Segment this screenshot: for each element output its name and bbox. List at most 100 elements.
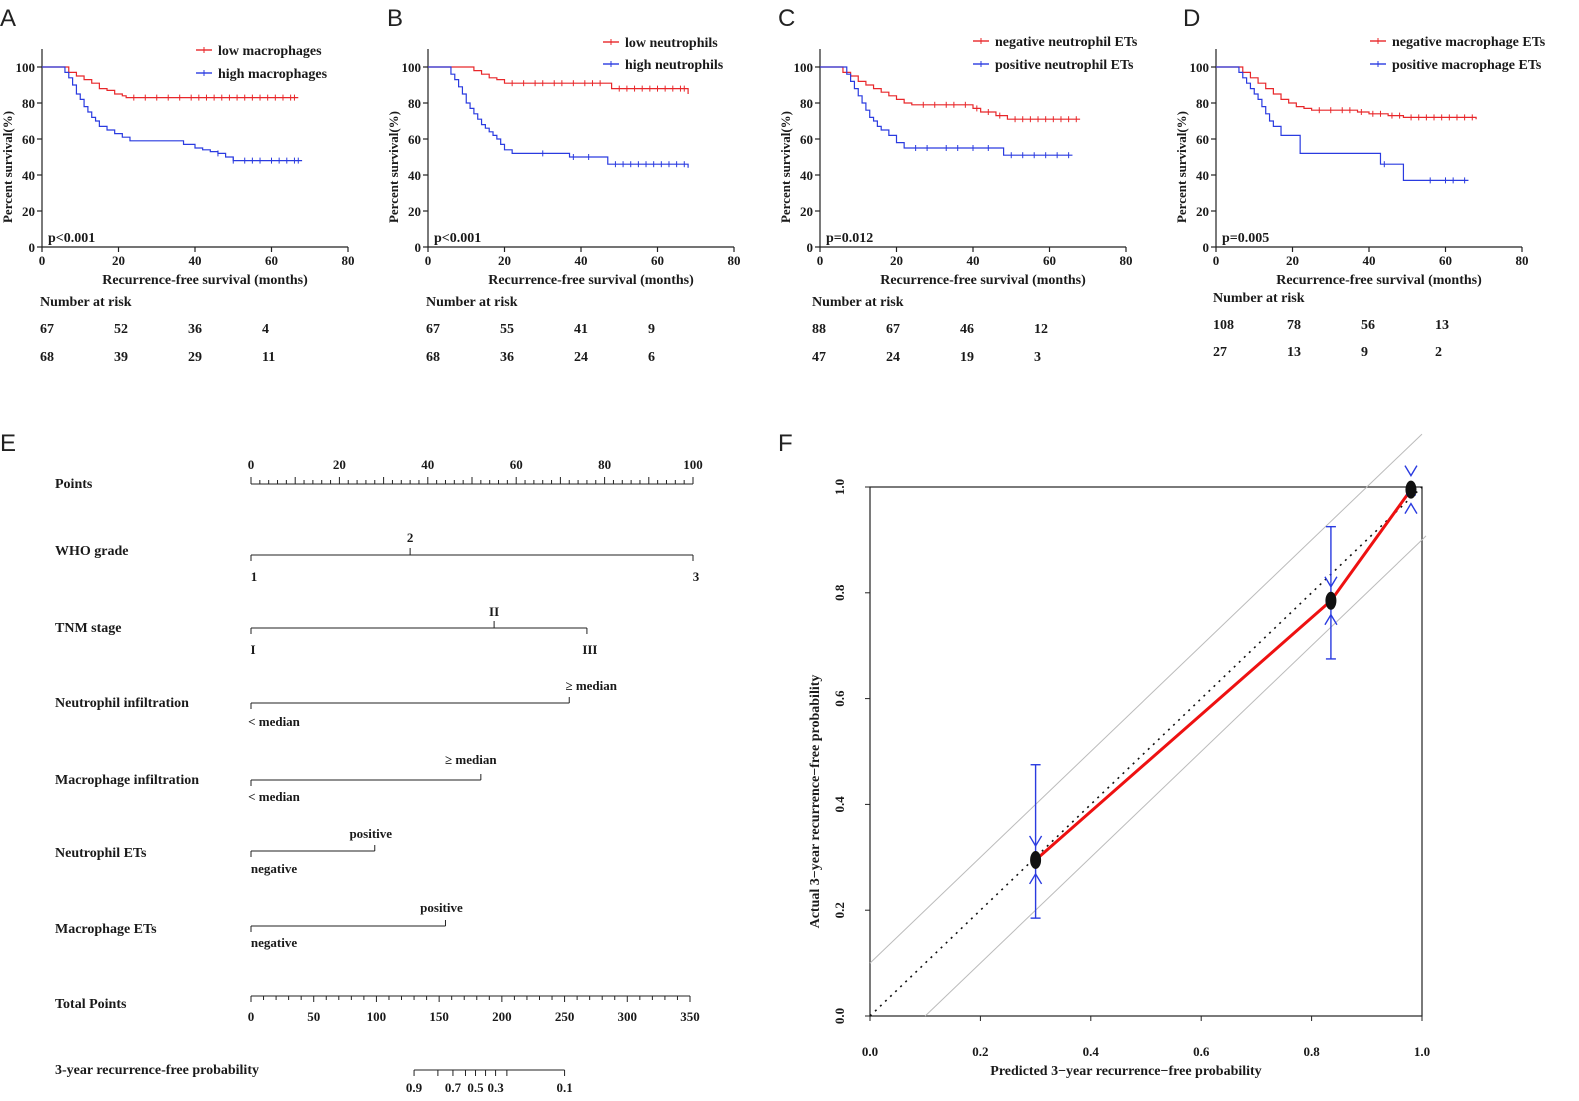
y-axis-label: Percent survival(%) xyxy=(778,111,793,223)
x-tick-label: 0.0 xyxy=(862,1044,878,1059)
nomogram-row-label: WHO grade xyxy=(55,544,129,559)
total-points-tick-label: 300 xyxy=(618,1009,638,1024)
x-tick-label: 80 xyxy=(1516,253,1529,268)
x-axis-label: Recurrence-free survival (months) xyxy=(1276,273,1482,288)
risk-table-cell: 108 xyxy=(1213,318,1234,333)
x-tick-label: 40 xyxy=(189,253,202,268)
y-tick-label: 80 xyxy=(22,96,35,111)
y-tick-label: 20 xyxy=(22,204,35,219)
nomogram-row-label: TNM stage xyxy=(55,621,122,636)
risk-table-cell: 11 xyxy=(262,350,275,365)
risk-table-cell: 9 xyxy=(1361,345,1368,360)
total-points-tick-label: 50 xyxy=(307,1009,320,1024)
y-tick-label: 60 xyxy=(22,132,35,147)
reference-line-extension xyxy=(1366,433,1423,488)
probability-tick-label: 0.5 xyxy=(467,1080,484,1095)
y-tick-label: 0.8 xyxy=(832,584,847,601)
risk-table-cell: 68 xyxy=(426,350,440,365)
risk-table-cell: 24 xyxy=(886,350,900,365)
risk-table-cell: 9 xyxy=(648,322,655,337)
x-tick-label: 0.6 xyxy=(1193,1044,1210,1059)
ci-arrow xyxy=(1324,613,1338,626)
calibration-point xyxy=(1325,591,1337,610)
total-points-tick-label: 100 xyxy=(367,1009,387,1024)
km-panel-b: B 0 20 40 60 80 100 0 20 40 60 80 Recurrence-free su… xyxy=(386,5,741,365)
points-tick-label: 100 xyxy=(683,457,703,472)
probability-tick-label: 0.9 xyxy=(406,1080,423,1095)
y-tick-label: 0.2 xyxy=(832,902,847,918)
y-tick-label: 40 xyxy=(22,168,35,183)
km-panel-d: D 0 20 40 60 80 100 0 20 40 60 80 Recurrence-free su… xyxy=(1174,5,1546,360)
y-tick-label: 40 xyxy=(800,168,813,183)
legend-label: negative neutrophil ETs xyxy=(995,35,1138,50)
risk-table-cell: 52 xyxy=(114,322,128,337)
observed-line xyxy=(1034,488,1413,862)
neutrophil-ets-label: negative xyxy=(251,861,297,876)
risk-table-title: Number at risk xyxy=(1213,291,1305,306)
x-tick-label: 60 xyxy=(265,253,278,268)
y-tick-label: 80 xyxy=(800,96,813,111)
risk-table-cell: 88 xyxy=(812,322,826,337)
risk-table-cell: 24 xyxy=(574,350,588,365)
x-tick-label: 1.0 xyxy=(1414,1044,1430,1059)
y-tick-label: 0 xyxy=(415,240,422,255)
tnm-stage-label: I xyxy=(250,642,255,657)
p-value: p<0.001 xyxy=(434,231,481,246)
points-tick-label: 60 xyxy=(510,457,523,472)
risk-table-cell: 47 xyxy=(812,350,826,365)
y-tick-label: 0.0 xyxy=(832,1008,847,1024)
risk-table-cell: 55 xyxy=(500,322,514,337)
risk-table-cell: 67 xyxy=(426,322,440,337)
y-axis-label: Actual 3−year recurrence−free probabilit… xyxy=(808,675,823,929)
km-curve-low xyxy=(1216,66,1477,120)
macrophage-infiltration-label: ≥ median xyxy=(445,752,497,767)
y-tick-label: 20 xyxy=(800,204,813,219)
legend-label: high neutrophils xyxy=(625,58,724,73)
km-panel-c: C 0 20 40 60 80 100 0 20 40 60 80 Recurrence-free su… xyxy=(778,5,1138,365)
risk-table-cell: 67 xyxy=(886,322,900,337)
reference-line xyxy=(869,486,1368,964)
tnm-stage-label: III xyxy=(582,642,597,657)
km-curve-high xyxy=(1216,66,1469,181)
panel-label: A xyxy=(0,5,16,32)
nomogram-row-label: Macrophage infiltration xyxy=(55,773,199,788)
x-tick-label: 60 xyxy=(1043,253,1056,268)
x-tick-label: 0.4 xyxy=(1083,1044,1100,1059)
risk-table-cell: 13 xyxy=(1435,318,1449,333)
x-tick-label: 20 xyxy=(1286,253,1299,268)
total-points-tick-label: 150 xyxy=(429,1009,449,1024)
y-tick-label: 20 xyxy=(1196,204,1209,219)
neutrophil-infiltration-label: ≥ median xyxy=(565,678,617,693)
risk-table-cell: 36 xyxy=(188,322,202,337)
panel-label: E xyxy=(0,430,16,457)
risk-table-cell: 41 xyxy=(574,322,588,337)
km-curve-low xyxy=(42,66,299,99)
x-tick-label: 0.2 xyxy=(972,1044,988,1059)
points-tick-label: 40 xyxy=(421,457,434,472)
probability-tick-label: 0.1 xyxy=(556,1080,572,1095)
plot-frame xyxy=(869,486,1423,1017)
legend-label: positive macrophage ETs xyxy=(1392,58,1542,73)
y-tick-label: 100 xyxy=(794,60,814,75)
x-tick-label: 60 xyxy=(651,253,664,268)
y-tick-label: 60 xyxy=(1196,132,1209,147)
x-tick-label: 60 xyxy=(1439,253,1452,268)
legend-label: positive neutrophil ETs xyxy=(995,58,1134,73)
ci-arrow xyxy=(1028,835,1043,848)
risk-table-cell: 29 xyxy=(188,350,202,365)
risk-table-cell: 2 xyxy=(1435,345,1442,360)
y-tick-label: 0.4 xyxy=(832,796,847,813)
tnm-stage-label: II xyxy=(489,604,499,619)
x-tick-label: 40 xyxy=(1363,253,1376,268)
risk-table-cell: 3 xyxy=(1034,350,1041,365)
legend-label: low neutrophils xyxy=(625,36,718,51)
neutrophil-infiltration-label: < median xyxy=(248,714,301,729)
risk-table-cell: 68 xyxy=(40,350,54,365)
nomogram-row-label: Macrophage ETs xyxy=(55,922,157,937)
legend-label: negative macrophage ETs xyxy=(1392,35,1546,50)
x-axis-label: Recurrence-free survival (months) xyxy=(880,273,1086,288)
ci-arrow xyxy=(1404,465,1418,478)
x-tick-label: 40 xyxy=(575,253,588,268)
